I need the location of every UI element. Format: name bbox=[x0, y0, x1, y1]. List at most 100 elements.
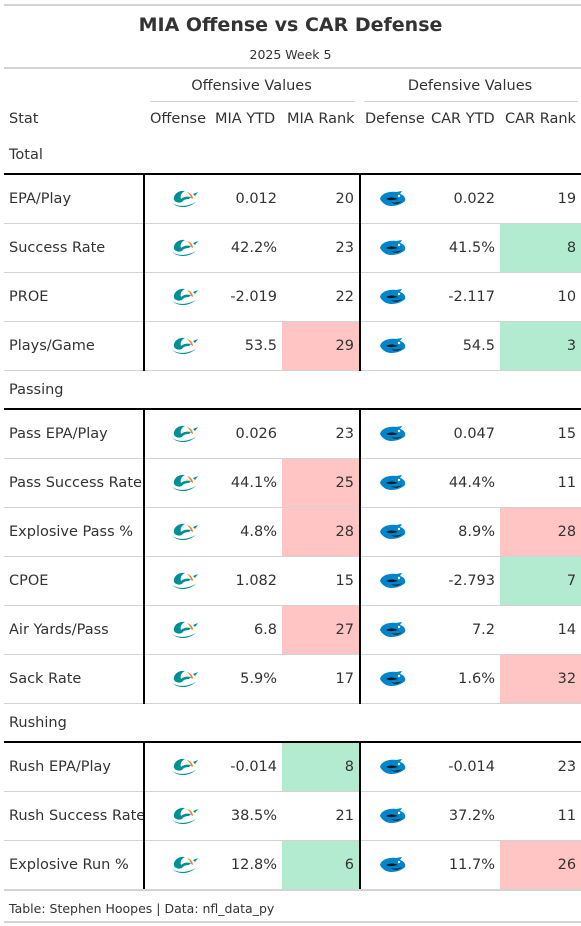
panther-logo-icon bbox=[380, 191, 406, 206]
car-rank-value: 32 bbox=[500, 654, 581, 704]
dolphin-logo-icon bbox=[171, 474, 198, 492]
defense-logo-cell bbox=[359, 654, 425, 704]
table-row: CPOE 1.082 15 -2.793 7 bbox=[4, 556, 581, 606]
stat-name: Pass EPA/Play bbox=[4, 409, 144, 459]
dolphin-logo-icon bbox=[171, 807, 198, 825]
panther-logo-icon bbox=[380, 338, 406, 353]
offense-logo-cell bbox=[143, 556, 222, 606]
group-label-defense: Defensive Values bbox=[407, 78, 533, 94]
stat-name: Explosive Pass % bbox=[4, 507, 144, 557]
top-rule bbox=[4, 4, 581, 6]
mia-rank-value: 6 bbox=[282, 840, 360, 891]
bottom-rule bbox=[4, 921, 581, 923]
car-ytd-value: 0.047 bbox=[425, 409, 500, 459]
car-ytd-value: 11.7% bbox=[425, 840, 500, 891]
car-rank-value: 26 bbox=[500, 840, 581, 891]
car-rank-value: 28 bbox=[500, 507, 581, 557]
mia-ytd-value: 12.8% bbox=[222, 840, 282, 891]
dolphin-logo-icon bbox=[171, 856, 198, 874]
car-rank-value: 3 bbox=[500, 321, 581, 371]
mia-ytd-value: 5.9% bbox=[222, 654, 282, 704]
car-rank-value: 10 bbox=[500, 272, 581, 322]
defense-logo-cell bbox=[359, 791, 425, 841]
section-header-row: Passing bbox=[4, 370, 581, 410]
table-subtitle: 2025 Week 5 bbox=[249, 47, 332, 62]
defense-logo-cell bbox=[359, 507, 425, 557]
offense-logo-cell bbox=[143, 840, 222, 891]
car-ytd-value: -2.117 bbox=[425, 272, 500, 322]
defense-logo-cell bbox=[359, 272, 425, 322]
panther-logo-icon bbox=[380, 759, 406, 774]
panther-logo-icon bbox=[380, 857, 406, 872]
column-header-mia-ytd: MIA YTD bbox=[215, 111, 276, 127]
mia-rank-value: 17 bbox=[282, 654, 360, 704]
panther-logo-icon bbox=[380, 475, 406, 490]
table-row: PROE -2.019 22 -2.117 10 bbox=[4, 272, 581, 322]
car-rank-value: 11 bbox=[500, 791, 581, 841]
mia-ytd-value: 0.026 bbox=[222, 409, 282, 459]
defense-logo-cell bbox=[359, 556, 425, 606]
mia-rank-value: 8 bbox=[282, 742, 360, 792]
mia-rank-value: 22 bbox=[282, 272, 360, 322]
stats-grid: Total EPA/Play 0.012 20 0.022 19 Success Rat… bbox=[4, 136, 581, 891]
stat-name: Plays/Game bbox=[4, 321, 144, 371]
panther-logo-icon bbox=[380, 426, 406, 441]
group-underline-offense bbox=[150, 101, 355, 102]
table-row: Explosive Run % 12.8% 6 11.7% 26 bbox=[4, 840, 581, 891]
column-header-offense: Offense bbox=[150, 111, 206, 127]
defense-logo-cell bbox=[359, 458, 425, 508]
dolphin-logo-icon bbox=[171, 288, 198, 306]
car-rank-value: 8 bbox=[500, 223, 581, 273]
stat-name: Rush Success Rate bbox=[4, 791, 144, 841]
dolphin-logo-icon bbox=[171, 572, 198, 590]
offense-logo-cell bbox=[143, 654, 222, 704]
stat-name: EPA/Play bbox=[4, 174, 144, 224]
stat-name: Explosive Run % bbox=[4, 840, 144, 891]
offense-logo-cell bbox=[143, 507, 222, 557]
offense-logo-cell bbox=[143, 409, 222, 459]
car-ytd-value: -0.014 bbox=[425, 742, 500, 792]
mia-rank-value: 29 bbox=[282, 321, 360, 371]
mia-ytd-value: -0.014 bbox=[222, 742, 282, 792]
defense-logo-cell bbox=[359, 409, 425, 459]
panther-logo-icon bbox=[380, 289, 406, 304]
header-rule bbox=[4, 67, 581, 69]
stat-name: Air Yards/Pass bbox=[4, 605, 144, 655]
car-ytd-value: 1.6% bbox=[425, 654, 500, 704]
column-header-car-rank: CAR Rank bbox=[505, 111, 576, 127]
section-label: Passing bbox=[4, 370, 581, 410]
dolphin-logo-icon bbox=[171, 425, 198, 443]
column-header-defense: Defense bbox=[365, 111, 425, 127]
car-rank-value: 15 bbox=[500, 409, 581, 459]
stat-name: PROE bbox=[4, 272, 144, 322]
mia-ytd-value: 42.2% bbox=[222, 223, 282, 273]
mia-ytd-value: 1.082 bbox=[222, 556, 282, 606]
mia-rank-value: 20 bbox=[282, 174, 360, 224]
car-rank-value: 19 bbox=[500, 174, 581, 224]
table-row: Plays/Game 53.5 29 54.5 3 bbox=[4, 321, 581, 371]
stat-name: Sack Rate bbox=[4, 654, 144, 704]
car-ytd-value: 44.4% bbox=[425, 458, 500, 508]
stat-name: Success Rate bbox=[4, 223, 144, 273]
table-row: Rush Success Rate 38.5% 21 37.2% 11 bbox=[4, 791, 581, 841]
mia-rank-value: 27 bbox=[282, 605, 360, 655]
panther-logo-icon bbox=[380, 573, 406, 588]
panther-logo-icon bbox=[380, 622, 406, 637]
mia-rank-value: 15 bbox=[282, 556, 360, 606]
car-rank-value: 14 bbox=[500, 605, 581, 655]
panther-logo-icon bbox=[380, 240, 406, 255]
dolphin-logo-icon bbox=[171, 621, 198, 639]
group-underline-defense bbox=[364, 101, 578, 102]
defense-logo-cell bbox=[359, 174, 425, 224]
stat-name: Pass Success Rate bbox=[4, 458, 144, 508]
defense-logo-cell bbox=[359, 605, 425, 655]
mia-ytd-value: 44.1% bbox=[222, 458, 282, 508]
dolphin-logo-icon bbox=[171, 190, 198, 208]
offense-logo-cell bbox=[143, 321, 222, 371]
mia-ytd-value: -2.019 bbox=[222, 272, 282, 322]
column-header-stat: Stat bbox=[9, 111, 39, 127]
stat-name: CPOE bbox=[4, 556, 144, 606]
dolphin-logo-icon bbox=[171, 670, 198, 688]
table-footer: Table: Stephen Hoopes | Data: nfl_data_p… bbox=[9, 901, 275, 916]
